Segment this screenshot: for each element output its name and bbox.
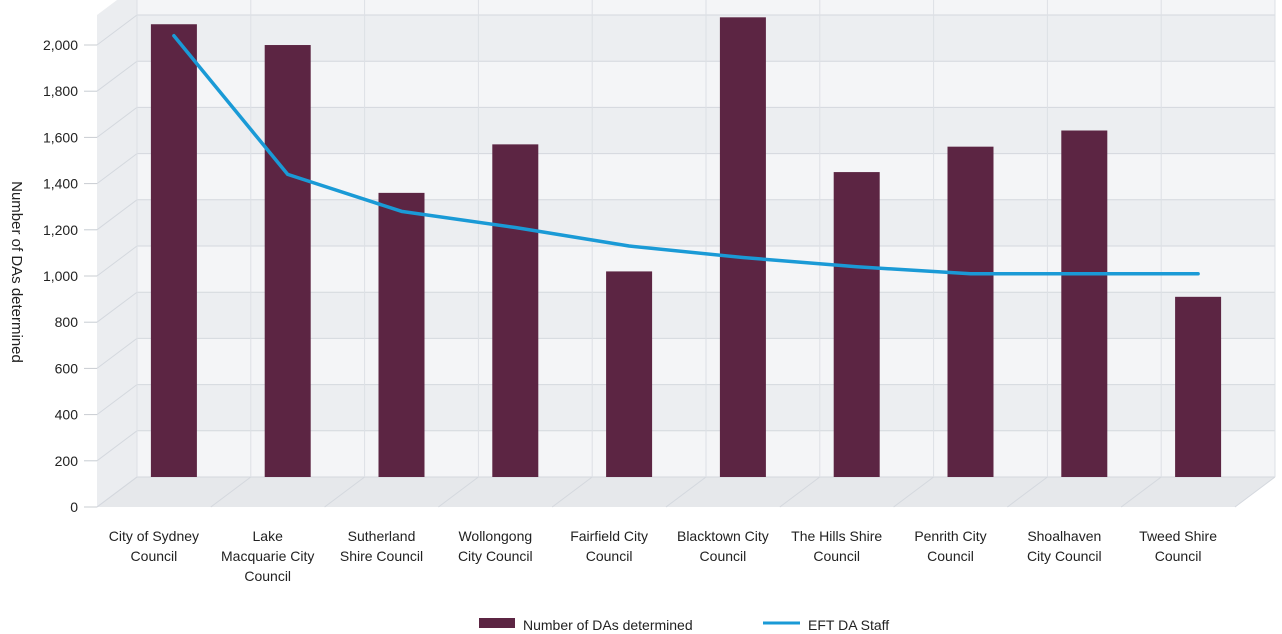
floor-divider <box>438 476 479 508</box>
bar <box>378 192 425 477</box>
floor-divider <box>551 476 593 508</box>
bar <box>1061 130 1108 477</box>
bar <box>719 17 766 478</box>
y-tick-label: 0 <box>70 499 78 515</box>
y-tick-label: 2,000 <box>43 37 78 53</box>
x-category-label: Blacktown City Council <box>677 528 769 564</box>
x-axis-categories: City of Sydney Council Lake Macquarie City C… <box>109 528 1217 584</box>
bar <box>492 144 539 478</box>
y-tick-label: 1,400 <box>43 176 78 192</box>
x-category-label: Wollongong City Council <box>458 528 533 564</box>
y-tick-label: 1,200 <box>43 222 78 238</box>
x-category-label: Shoalhaven City Council <box>1027 528 1102 564</box>
y-tick-label: 1,000 <box>43 268 78 284</box>
floor-divider <box>779 476 821 508</box>
side-wall <box>97 0 137 507</box>
line-eft-da-staff <box>172 34 1200 276</box>
legend: Number of DAs determined EFT DA Staff <box>479 617 889 633</box>
floor-divider <box>96 476 138 508</box>
y-tick-label: 600 <box>55 360 79 376</box>
bar <box>150 24 197 478</box>
x-category-label: Lake Macquarie City Council <box>221 528 314 584</box>
floor-divider <box>665 476 707 508</box>
y-tick-label: 1,800 <box>43 83 78 99</box>
x-category-label: Sutherland Shire Council <box>340 528 423 564</box>
floor-divider <box>1234 476 1276 508</box>
x-category-label: The Hills Shire Council <box>791 528 882 564</box>
floor-divider <box>1007 476 1048 508</box>
bar <box>947 146 994 478</box>
x-category-label: Penrith City Council <box>914 528 986 564</box>
legend-label-bar: Number of DAs determined <box>523 617 693 633</box>
bar <box>1175 296 1222 477</box>
x-category-label: Fairfield City Council <box>570 528 648 564</box>
y-tick-label: 200 <box>55 453 79 469</box>
legend-label-line: EFT DA Staff <box>808 617 889 633</box>
legend-swatch-bar <box>479 618 515 628</box>
y-tick-label: 1,600 <box>43 129 78 145</box>
y-tick-label: 800 <box>55 314 79 330</box>
bar <box>264 45 311 477</box>
y-axis-title: Number of DAs determined <box>8 181 25 363</box>
gridlines <box>96 0 1276 508</box>
floor-divider <box>210 476 252 508</box>
x-category-label: City of Sydney Council <box>109 528 199 564</box>
line-series <box>172 34 1200 276</box>
x-category-label: Tweed Shire Council <box>1139 528 1217 564</box>
floor-divider <box>893 476 934 508</box>
floor-divider <box>1120 476 1162 508</box>
y-tick-label: 400 <box>55 407 79 423</box>
bar <box>833 172 880 477</box>
floor-divider <box>324 476 365 508</box>
bar <box>606 271 653 477</box>
y-axis-ticks: 0 200 400 600 800 1,000 1,200 1,400 1,600 1,800 2,… <box>43 37 97 515</box>
bar-series <box>150 17 1222 478</box>
